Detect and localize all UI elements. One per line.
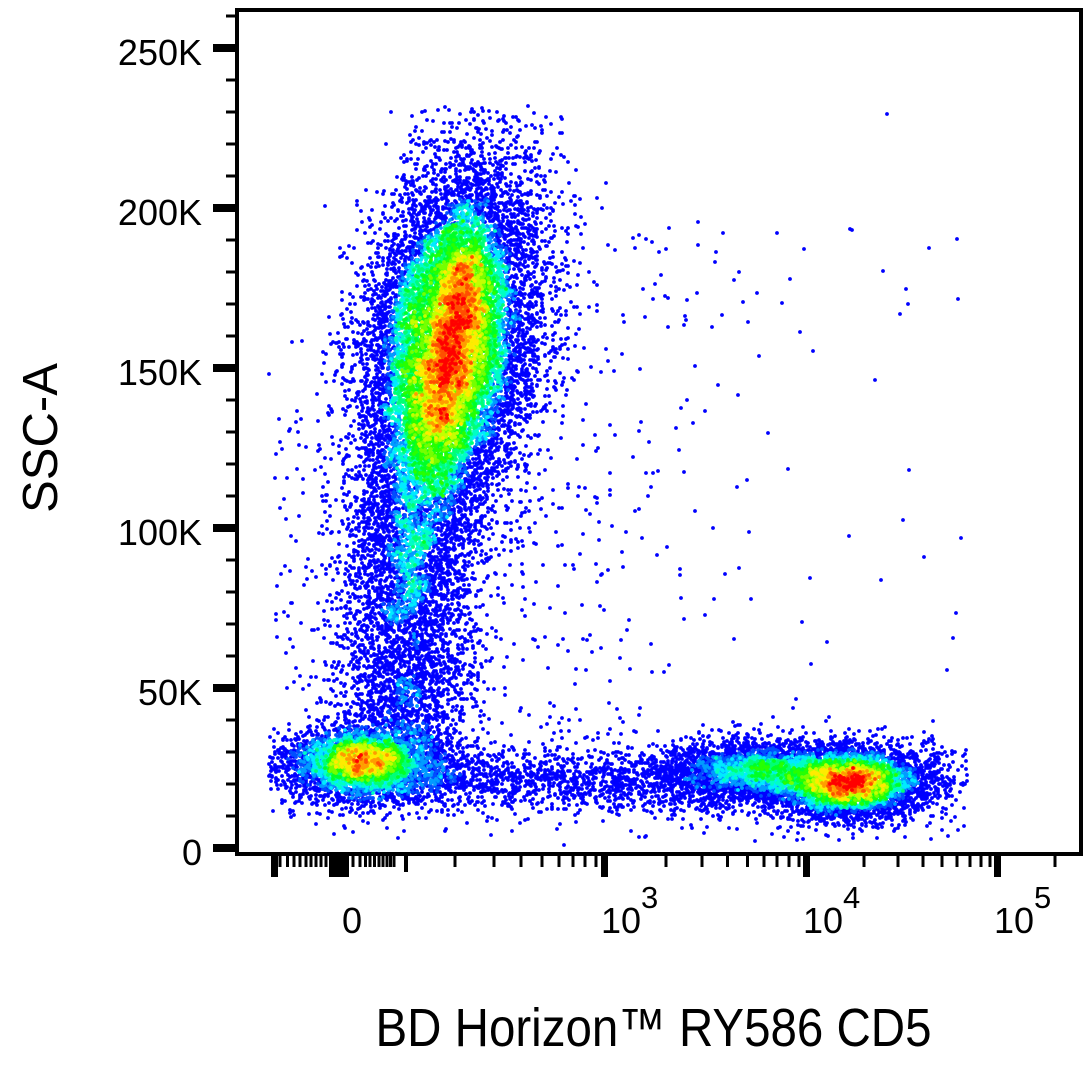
svg-text:50K: 50K (138, 672, 202, 713)
svg-text:BD Horizon™ RY586 CD5: BD Horizon™ RY586 CD5 (376, 998, 932, 1058)
svg-text:0: 0 (342, 900, 362, 941)
svg-text:250K: 250K (118, 32, 202, 73)
svg-text:SSC-A: SSC-A (14, 363, 68, 513)
svg-text:200K: 200K (118, 192, 202, 233)
svg-text:0: 0 (182, 832, 202, 873)
svg-text:100K: 100K (118, 512, 202, 553)
svg-text:150K: 150K (118, 352, 202, 393)
